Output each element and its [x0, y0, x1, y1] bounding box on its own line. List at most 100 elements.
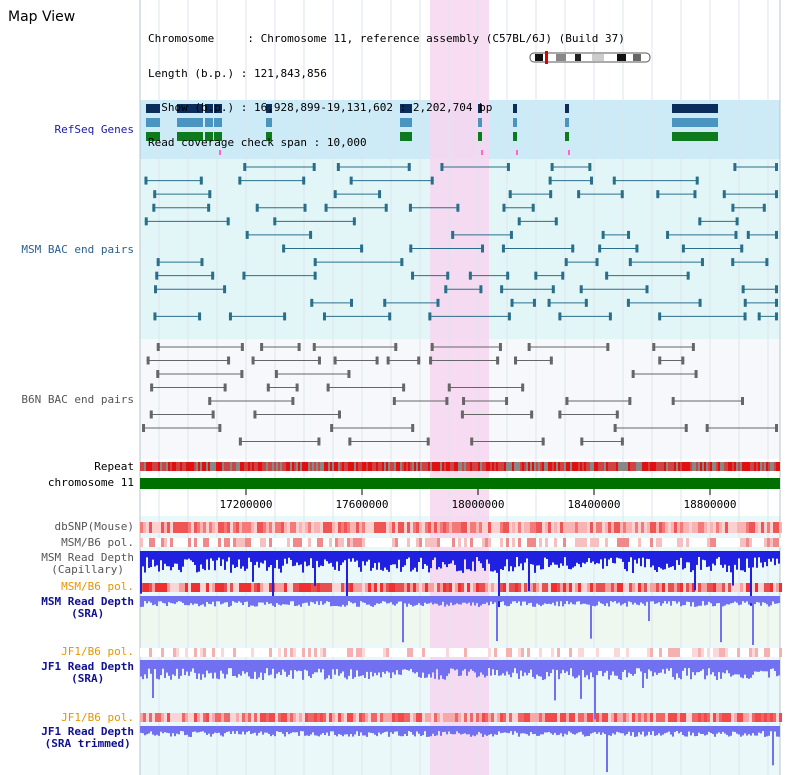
msm-capillary-depth-bar — [664, 551, 666, 570]
msm-b6-pol-cell — [560, 583, 563, 592]
jf1-trimmed-depth-bar — [724, 726, 726, 734]
msm-capillary-depth-bar — [370, 551, 372, 571]
msm-sra-depth-bar — [770, 596, 772, 606]
msm-sra-depth-bar — [532, 596, 534, 607]
refseq-gene-marker — [568, 150, 570, 155]
jf1-trimmed-depth-bar — [676, 726, 678, 731]
jf1-b6-pol-cell — [428, 648, 431, 657]
repeat-segment — [558, 462, 560, 471]
jf1-trimmed-depth-bar — [534, 726, 536, 734]
repeat-segment — [256, 462, 258, 471]
dbsnp-cell — [236, 522, 239, 533]
dbsnp-cell — [422, 522, 425, 533]
track-label-dbsnp[interactable]: dbSNP(Mouse) — [54, 520, 134, 533]
msm-b6-pol-cell — [320, 583, 323, 592]
jf1-sra-depth-bar — [584, 660, 586, 678]
jf1-b6-pol-cell — [575, 713, 578, 722]
jf1-sra-depth-bar — [362, 660, 364, 676]
repeat-segment — [418, 462, 420, 471]
track-label-msm-depth-capillary[interactable]: MSM Read Depth (Capillary) — [41, 552, 134, 576]
track-label-msm-b6-pol-2[interactable]: MSM/B6 pol. — [61, 580, 134, 593]
track-label-msm-depth-sra[interactable]: MSM Read Depth (SRA) — [41, 596, 134, 620]
jf1-b6-pol-cell — [314, 713, 317, 722]
b6n-bac-pair-end — [238, 437, 242, 446]
track-label-refseq[interactable]: RefSeq Genes — [54, 123, 134, 136]
jf1-trimmed-depth-bar — [160, 726, 162, 732]
repeat-segment — [476, 462, 478, 471]
msm-bac-pair-end — [310, 298, 314, 307]
jf1-trimmed-depth-bar — [246, 726, 248, 733]
repeat-segment — [568, 462, 570, 471]
dbsnp-cell — [728, 522, 731, 533]
jf1-sra-depth-bar — [692, 660, 694, 673]
jf1-sra-depth-bar — [262, 660, 264, 680]
msm-bac-pair-end — [207, 203, 211, 212]
msm-capillary-depth-bar — [514, 551, 516, 568]
track-label-msm-bac[interactable]: MSM BAC end pairs — [21, 243, 134, 256]
msm-capillary-depth-bar — [528, 551, 530, 592]
msm-capillary-depth-bar — [220, 551, 222, 566]
msm-capillary-depth-bar — [336, 551, 338, 562]
msm-capillary-depth-bar — [178, 551, 180, 570]
jf1-trimmed-depth-bar — [634, 726, 636, 737]
jf1-trimmed-depth-bar — [776, 726, 778, 737]
msm-b6-pol-cell — [755, 583, 758, 592]
jf1-sra-depth-bar — [624, 660, 626, 670]
jf1-b6-pol-cell — [224, 713, 227, 722]
jf1-b6-pol-cell — [281, 713, 284, 722]
track-label-jf1-b6-pol-1[interactable]: JF1/B6 pol. — [61, 645, 134, 658]
refseq-gene-block — [513, 132, 517, 141]
dbsnp-cell — [608, 522, 611, 533]
jf1-trimmed-depth-bar — [658, 726, 660, 734]
refseq-gene-block — [214, 104, 222, 113]
msm-b6-pol-cell — [179, 583, 182, 592]
track-label-chromosome[interactable]: chromosome 11 — [47, 476, 134, 489]
dbsnp-cell — [266, 522, 269, 533]
repeat-segment — [192, 462, 194, 471]
repeat-segment — [338, 462, 340, 471]
msm-b6-pol-cell — [674, 538, 677, 547]
jf1-trimmed-depth-bar — [174, 726, 176, 737]
msm-sra-depth-bar — [562, 596, 564, 607]
msm-b6-pol-cell — [725, 538, 728, 547]
repeat-segment — [746, 462, 748, 471]
repeat-segment — [644, 462, 646, 471]
jf1-sra-depth-bar — [488, 660, 490, 669]
track-label-repeat[interactable]: Repeat — [94, 460, 134, 473]
track-label-jf1-depth-sra[interactable]: JF1 Read Depth (SRA) — [41, 661, 134, 685]
jf1-trimmed-depth-bar — [484, 726, 486, 735]
msm-b6-pol-cell — [401, 583, 404, 592]
track-label-jf1-b6-pol-2[interactable]: JF1/B6 pol. — [61, 711, 134, 724]
jf1-b6-pol-cell — [422, 648, 425, 657]
msm-b6-pol-cell — [464, 583, 467, 592]
jf1-b6-pol-cell — [557, 713, 560, 722]
jf1-trimmed-depth-bar — [430, 726, 432, 737]
jf1-b6-pol-cell — [311, 648, 314, 657]
jf1-trimmed-depth-bar — [348, 726, 350, 737]
msm-b6-pol-cell — [338, 583, 341, 592]
msm-capillary-depth-bar — [202, 551, 204, 569]
jf1-b6-pol-cell — [701, 648, 704, 657]
msm-sra-depth-bar — [538, 596, 540, 605]
msm-capillary-depth-bar — [398, 551, 400, 560]
repeat-segment — [156, 462, 158, 471]
refseq-gene-block — [565, 118, 569, 127]
jf1-b6-pol-cell — [338, 648, 341, 657]
jf1-trimmed-depth-bar — [284, 726, 286, 737]
msm-b6-pol-cell — [548, 583, 551, 592]
track-label-jf1-depth-trimmed[interactable]: JF1 Read Depth (SRA trimmed) — [41, 726, 134, 750]
jf1-b6-pol-cell — [590, 713, 593, 722]
msm-sra-depth-bar — [500, 596, 502, 603]
dbsnp-cell — [593, 522, 596, 533]
jf1-trimmed-depth-bar — [154, 726, 156, 736]
track-label-msm-b6-pol-1[interactable]: MSM/B6 pol. — [61, 536, 134, 549]
jf1-sra-depth-bar — [490, 660, 492, 676]
msm-capillary-depth-bar — [770, 551, 772, 562]
msm-sra-depth-bar — [388, 596, 390, 604]
jf1-trimmed-depth-bar — [584, 726, 586, 737]
repeat-segment — [264, 462, 266, 471]
jf1-b6-pol-cell — [779, 713, 782, 722]
track-label-b6n-bac[interactable]: B6N BAC end pairs — [21, 393, 134, 406]
jf1-sra-depth-bar — [206, 660, 208, 671]
